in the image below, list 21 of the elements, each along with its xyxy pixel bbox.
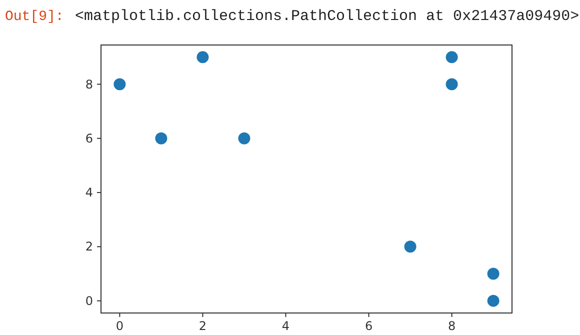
x-tick-label: 8 xyxy=(448,319,456,333)
point xyxy=(487,268,500,280)
x-tick-label: 0 xyxy=(116,319,124,333)
point xyxy=(196,51,209,64)
x-tick-label: 6 xyxy=(364,319,373,333)
point xyxy=(446,51,458,64)
y-tick-label: 6 xyxy=(85,131,93,146)
point xyxy=(446,78,458,90)
point xyxy=(114,78,126,90)
y-tick-label: 8 xyxy=(85,77,93,92)
y-tick-label: 2 xyxy=(85,240,93,254)
y-tick-label: 0 xyxy=(85,294,93,308)
x-tick-label: 2 xyxy=(198,319,207,333)
point xyxy=(404,240,416,253)
point xyxy=(155,132,168,144)
y-tick-label: 4 xyxy=(85,186,93,200)
point xyxy=(487,294,500,307)
text: <matplotlib.collections.PathCollection at 0x21437a09490> xyxy=(75,8,580,25)
text: Out[9]: xyxy=(5,9,64,25)
x-tick-label: 4 xyxy=(282,319,290,333)
point xyxy=(238,132,250,144)
